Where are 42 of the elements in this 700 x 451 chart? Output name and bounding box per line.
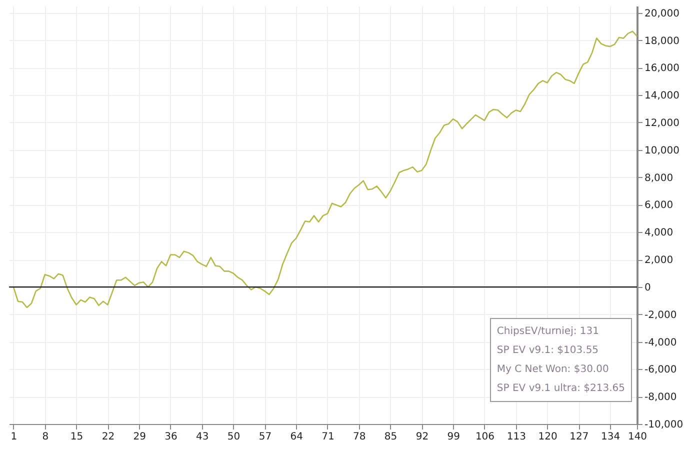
y-tick-label: 2,000 (644, 255, 674, 266)
x-tick-label: 113 (506, 432, 526, 442)
x-tick-label: 22 (102, 432, 115, 442)
y-tick-label: 0 (644, 282, 651, 294)
y-tick-label: 16,000 (644, 63, 680, 74)
x-tick-label: 134 (601, 432, 620, 442)
x-tick-label: 36 (164, 432, 178, 442)
x-tick-label: 106 (475, 432, 495, 442)
x-tick-label: 15 (70, 432, 84, 442)
x-tick-label: 92 (416, 432, 429, 442)
y-tick-label: 12,000 (644, 118, 680, 129)
y-tick-label: 10,000 (644, 145, 680, 156)
y-tick-label: -10,000 (644, 420, 684, 430)
x-tick-label: 127 (570, 432, 589, 442)
x-tick-label: 50 (227, 432, 240, 442)
y-tick-label: 18,000 (644, 36, 680, 47)
y-tick-label: 14,000 (644, 90, 680, 102)
x-tick-label: 99 (447, 432, 460, 442)
x-tick-label: 64 (290, 432, 303, 442)
x-tick-label: 29 (133, 432, 146, 442)
annotation: My C Net Won: $30.00 (496, 363, 610, 377)
x-tick-label: 8 (42, 432, 49, 442)
y-tick-label: -2,000 (644, 310, 677, 321)
y-tick-label: 8,000 (644, 172, 674, 184)
y-tick-label: 6,000 (644, 200, 674, 212)
x-tick-label: 78 (353, 432, 366, 442)
x-tick-label: 57 (258, 432, 272, 442)
x-tick-label: 71 (322, 432, 334, 442)
y-tick-label: 4,000 (644, 228, 674, 239)
x-tick-label: 1 (10, 432, 18, 442)
annotation: ChipsEV/turniej: 131 (496, 325, 600, 339)
y-tick-label: -6,000 (644, 364, 677, 376)
annotation: SP EV v9.1 ultra: $213.65 (496, 382, 625, 396)
x-tick-label: 43 (196, 432, 209, 442)
y-tick-label: -4,000 (644, 337, 677, 348)
y-tick-label: 20,000 (644, 8, 680, 20)
annotation: SP EV v9.1: $103.55 (496, 344, 600, 358)
x-tick-label: 120 (538, 432, 558, 442)
y-tick-label: -8,000 (644, 392, 677, 404)
x-tick-label: 85 (384, 432, 398, 442)
line-series (12, 30, 638, 308)
x-tick-label: 140 (628, 432, 648, 442)
